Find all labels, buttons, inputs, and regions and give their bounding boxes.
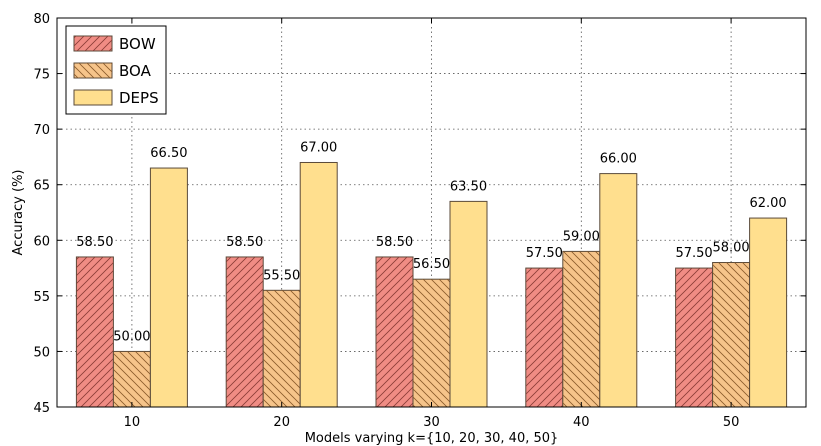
bar-bow-30-hatch (376, 256, 413, 407)
x-tick-label: 20 (273, 415, 290, 430)
data-label-deps: 66.50 (150, 146, 187, 161)
legend-swatch-bow-hatch (74, 36, 112, 51)
x-tick-label: 40 (573, 415, 590, 430)
data-label-deps: 63.50 (450, 179, 487, 194)
x-tick-label: 50 (723, 415, 740, 430)
bar-deps-30 (449, 200, 488, 408)
bar-deps-20 (299, 161, 338, 408)
bar-deps-10 (149, 167, 188, 408)
data-label-boa: 58.00 (712, 241, 749, 256)
y-tick-label: 70 (33, 123, 50, 138)
data-label-boa: 59.00 (563, 229, 600, 244)
bar-boa-30-hatch (413, 279, 450, 407)
bar-bow-40-hatch (525, 268, 563, 407)
y-tick-label: 80 (33, 12, 50, 27)
data-label-boa: 55.50 (263, 268, 300, 283)
data-label-bow: 57.50 (526, 246, 563, 261)
legend-swatch-deps (73, 89, 113, 106)
bars (75, 161, 788, 408)
bar-bow-10-hatch (76, 256, 114, 407)
y-tick-label: 75 (33, 68, 50, 83)
legend: BOW BOA DEPS (65, 25, 167, 115)
bar-bow-50-hatch (675, 268, 713, 407)
x-axis-label: Models varying k={10, 20, 30, 40, 50} (305, 431, 559, 446)
data-label-bow: 58.50 (376, 235, 413, 250)
y-tick-label: 50 (33, 345, 50, 360)
data-labels: 58.50 58.50 58.50 57.50 57.50 50.00 55.50 56.50… (76, 140, 786, 344)
x-tick-label: 10 (124, 415, 141, 430)
data-label-boa: 56.50 (413, 257, 450, 272)
x-tick-label: 30 (423, 415, 440, 430)
legend-label-boa: BOA (119, 62, 152, 80)
y-tick-label: 55 (33, 290, 50, 305)
bar-deps-40 (599, 173, 638, 408)
bar-deps-50 (749, 217, 788, 408)
legend-label-bow: BOW (119, 35, 156, 53)
bar-boa-10-hatch (113, 351, 151, 407)
data-label-deps: 67.00 (300, 140, 337, 155)
legend-label-deps: DEPS (119, 89, 159, 107)
data-label-deps: 62.00 (749, 196, 786, 211)
y-axis-label: Accuracy (%) (11, 170, 26, 256)
y-axis-ticks: 45 50 55 60 65 70 75 80 (33, 12, 806, 416)
data-label-deps: 66.00 (600, 152, 637, 167)
data-label-boa: 50.00 (113, 329, 150, 344)
data-label-bow: 57.50 (675, 246, 712, 261)
data-label-bow: 58.50 (226, 235, 263, 250)
y-tick-label: 60 (33, 234, 50, 249)
y-tick-label: 45 (33, 401, 50, 416)
bar-boa-50-hatch (712, 262, 750, 407)
legend-swatch-boa-hatch (74, 63, 112, 78)
x-axis-ticks: 10 20 30 40 50 (124, 18, 740, 430)
bar-bow-20-hatch (226, 256, 264, 407)
bar-boa-40-hatch (562, 251, 600, 407)
bar-boa-20-hatch (263, 290, 301, 407)
data-label-bow: 58.50 (76, 235, 113, 250)
y-tick-label: 65 (33, 179, 50, 194)
